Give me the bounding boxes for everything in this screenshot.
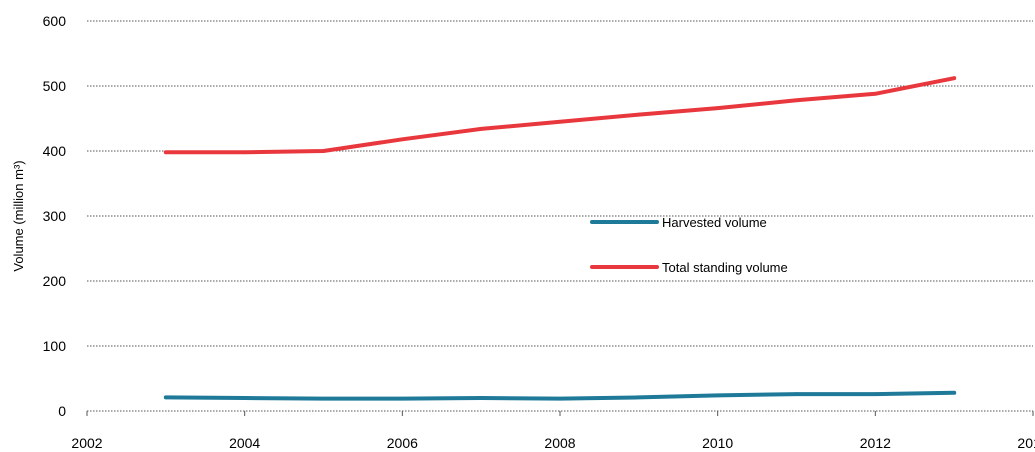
data-point <box>164 150 168 155</box>
x-tick-label: 2002 <box>71 435 102 451</box>
y-axis-title: Volume (million m³) <box>11 160 26 271</box>
x-tick-label: 2014 <box>1017 435 1035 451</box>
data-point <box>242 396 247 400</box>
y-tick-label: 200 <box>43 273 67 289</box>
y-tick-label: 300 <box>43 208 67 224</box>
data-point <box>873 392 878 396</box>
legend-label: Total standing volume <box>662 260 788 275</box>
data-point <box>558 119 562 124</box>
data-point <box>794 392 799 396</box>
y-tick-label: 100 <box>43 338 67 354</box>
data-point <box>400 396 405 401</box>
x-tick-label: 2008 <box>544 435 575 451</box>
data-point <box>558 396 562 401</box>
data-point <box>715 106 720 110</box>
y-tick-label: 600 <box>43 13 67 29</box>
x-tick-label: 2006 <box>387 435 418 451</box>
series-line-total-standing-volume <box>163 76 957 155</box>
data-point <box>952 391 956 395</box>
x-tick-label: 2010 <box>702 435 733 451</box>
data-point <box>794 98 799 103</box>
data-point <box>715 393 720 398</box>
data-point <box>873 92 878 96</box>
axes: 0 100 200 300 400 500 600 2002 2004 2006 2008 2010 2… <box>43 13 1035 451</box>
data-point <box>479 396 483 400</box>
y-tick-label: 400 <box>43 143 67 159</box>
data-point <box>637 395 641 400</box>
data-point <box>479 127 483 131</box>
x-tick-label: 2012 <box>860 435 891 451</box>
x-tick-label: 2004 <box>229 435 260 451</box>
data-point <box>164 395 168 400</box>
gridlines <box>87 20 1033 347</box>
legend-label: Harvested volume <box>662 215 767 230</box>
data-point <box>321 396 326 401</box>
y-tick-label: 500 <box>43 78 67 94</box>
data-point <box>637 112 641 117</box>
series-lines <box>163 76 957 401</box>
legend: Harvested volume Total standing volume <box>590 215 788 275</box>
data-point <box>400 137 405 142</box>
data-point <box>952 76 956 80</box>
data-point <box>321 149 326 153</box>
y-tick-label: 0 <box>58 403 66 419</box>
data-point <box>242 150 247 155</box>
